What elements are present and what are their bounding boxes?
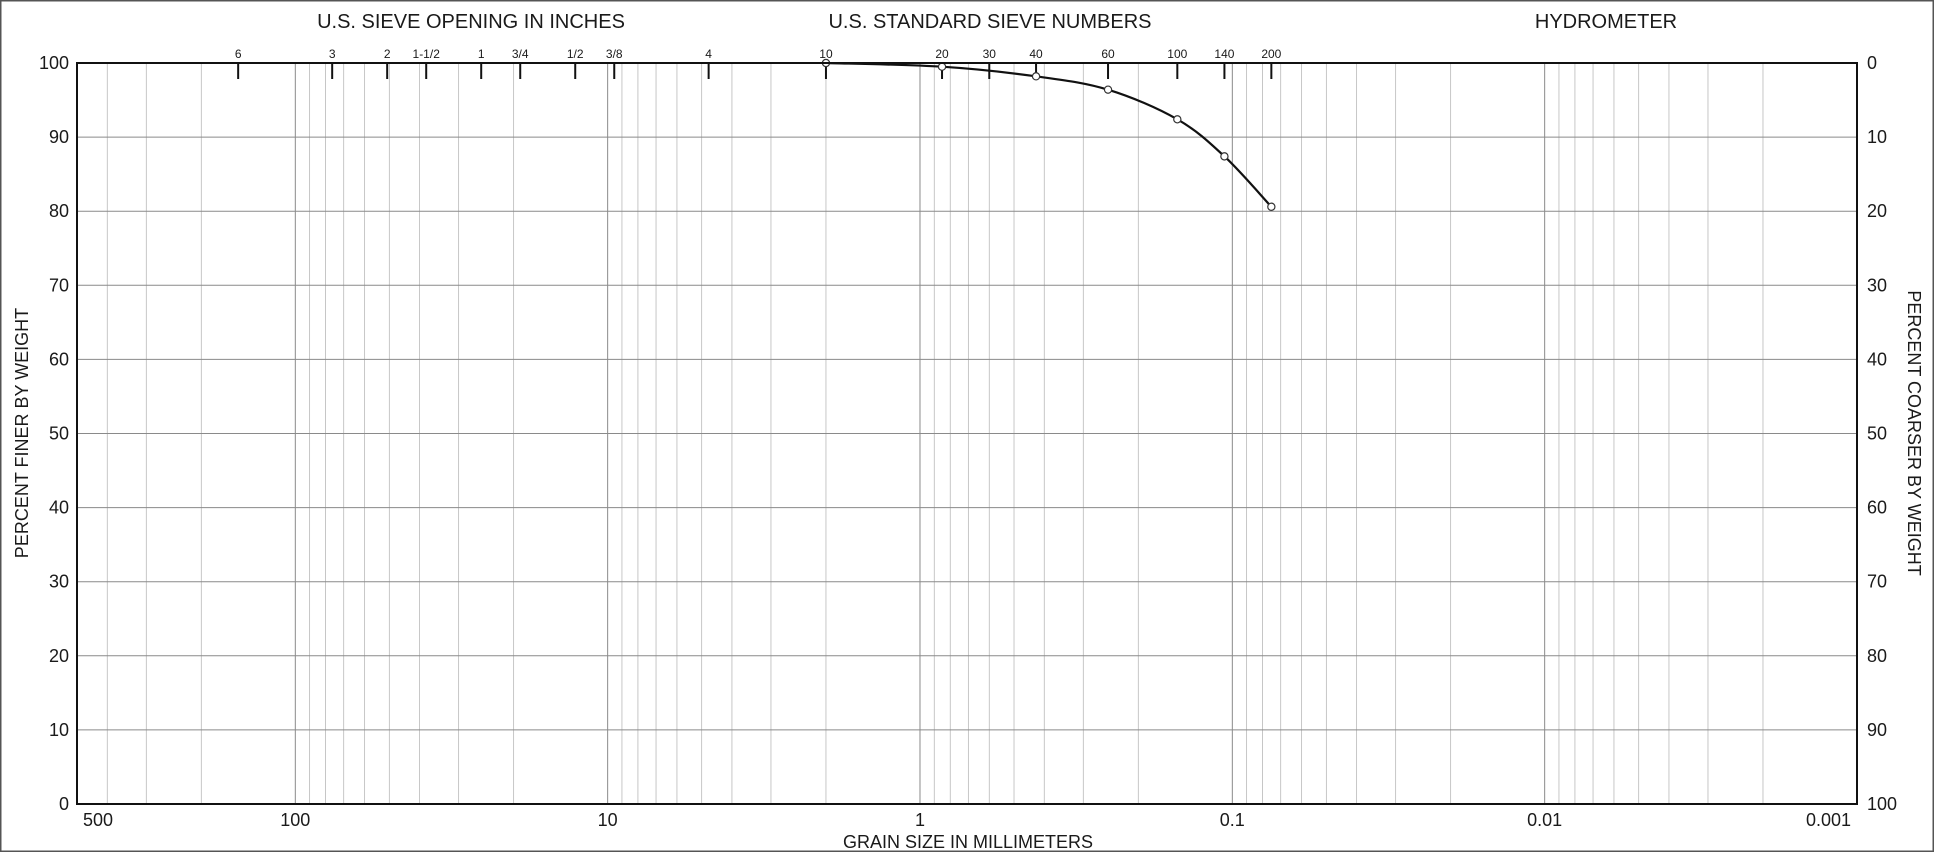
sieve-label-10: 10: [819, 47, 833, 61]
header-sieve-opening: U.S. SIEVE OPENING IN INCHES: [317, 11, 625, 33]
y-tick-label-80: 80: [49, 201, 69, 221]
x-tick-label-10: 10: [598, 810, 618, 830]
x-tick-label-0.1: 0.1: [1220, 810, 1245, 830]
y-right-tick-label-80: 80: [1867, 646, 1887, 666]
sieve-label-200: 200: [1261, 47, 1281, 61]
data-point-5: [1220, 152, 1229, 161]
y-right-tick-label-20: 20: [1867, 201, 1887, 221]
y-axis-right-label: PERCENT COARSER BY WEIGHT: [1904, 290, 1924, 575]
y-right-tick-label-50: 50: [1867, 424, 1887, 444]
sieve-markers: 6 3 2 1-1/2 1 3/4 1/2 3/8 4 10 20 30 40 60 100 140 200: [235, 47, 1282, 79]
x-tick-label-0.001: 0.001: [1806, 810, 1851, 830]
y-tick-label-90: 90: [49, 127, 69, 147]
sieve-label-20: 20: [935, 47, 949, 61]
sieve-label-1/2: 1/2: [567, 47, 584, 61]
sieve-label-140: 140: [1214, 47, 1234, 61]
y-right-tick-label-90: 90: [1867, 720, 1887, 740]
sieve-label-60: 60: [1101, 47, 1115, 61]
y-right-tick-label-70: 70: [1867, 572, 1887, 592]
x-tick-label-500: 500: [83, 810, 113, 830]
sieve-label-3/4: 3/4: [512, 47, 529, 61]
x-axis-ticks: 500 100 10 1 0.1 0.01 0.001: [83, 810, 1851, 830]
sieve-label-2: 2: [384, 47, 391, 61]
y-tick-label-50: 50: [49, 424, 69, 444]
y-right-tick-label-0: 0: [1867, 53, 1877, 73]
x-tick-label-100: 100: [280, 810, 310, 830]
header-hydrometer: HYDROMETER: [1535, 11, 1677, 33]
plot-frame: [76, 62, 1858, 805]
data-point-2: [1031, 72, 1041, 81]
sieve-label-40: 40: [1029, 47, 1043, 61]
y-right-tick-label-60: 60: [1867, 498, 1887, 518]
y-tick-label-30: 30: [49, 572, 69, 592]
y-right-tick-label-30: 30: [1867, 275, 1887, 295]
y-right-tick-label-10: 10: [1867, 127, 1887, 147]
y-right-tick-label-100: 100: [1867, 794, 1897, 814]
y-tick-label-100: 100: [39, 53, 69, 73]
x-axis-label: GRAIN SIZE IN MILLIMETERS: [843, 832, 1093, 852]
data-point-4: [1173, 115, 1182, 124]
sieve-label-3/8: 3/8: [606, 47, 623, 61]
sieve-label-6: 6: [235, 47, 242, 61]
y-right-tick-label-40: 40: [1867, 349, 1887, 369]
sieve-label-100: 100: [1167, 47, 1187, 61]
y-tick-label-20: 20: [49, 646, 69, 666]
y-tick-label-10: 10: [49, 720, 69, 740]
x-tick-label-0.01: 0.01: [1527, 810, 1562, 830]
sieve-label-3: 3: [329, 47, 336, 61]
sieve-label-1: 1: [478, 47, 485, 61]
left-axis-ticks: 0 10 20 30 40 50 60 70 80 90 100: [39, 53, 69, 814]
sieve-label-30: 30: [983, 47, 997, 61]
gradation-curve: [821, 58, 1276, 211]
y-tick-label-70: 70: [49, 275, 69, 295]
sieve-label-4: 4: [705, 47, 712, 61]
sieve-label-1-1/2: 1-1/2: [413, 47, 441, 61]
data-point-6: [1267, 202, 1276, 211]
x-tick-label-1: 1: [915, 810, 925, 830]
y-tick-label-0: 0: [59, 794, 69, 814]
data-point-1: [937, 62, 947, 71]
y-tick-label-40: 40: [49, 498, 69, 518]
y-tick-label-60: 60: [49, 349, 69, 369]
y-axis-label: PERCENT FINER BY WEIGHT: [12, 308, 32, 558]
header-standard-sieve-numbers: U.S. STANDARD SIEVE NUMBERS: [828, 11, 1151, 33]
data-point-3: [1103, 85, 1113, 94]
